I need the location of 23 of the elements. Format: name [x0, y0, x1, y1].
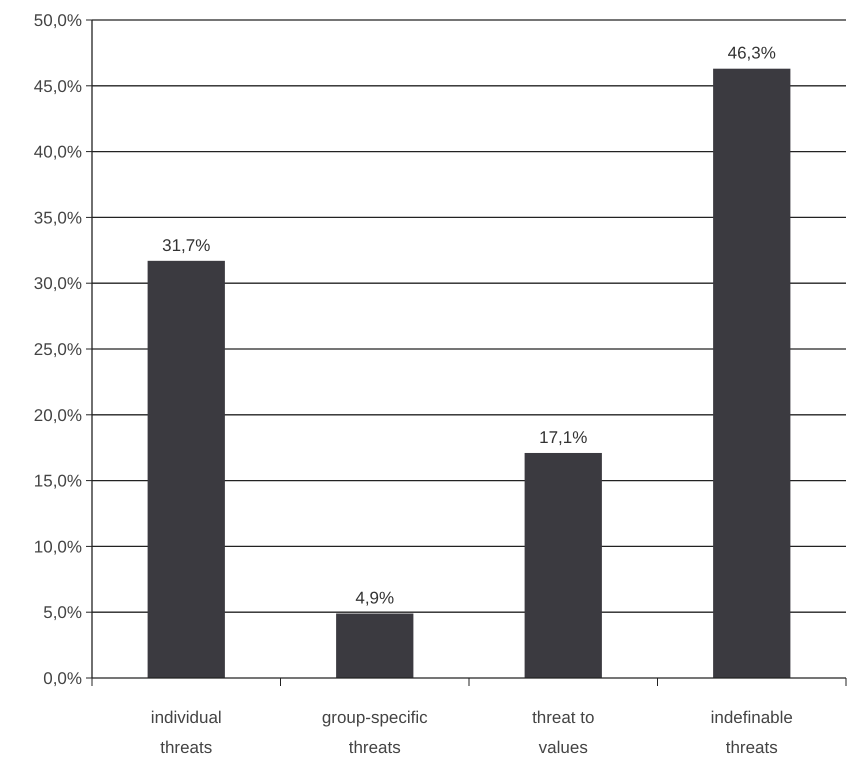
y-tick-label: 25,0% [34, 340, 82, 359]
y-tick-label: 15,0% [34, 472, 82, 491]
bar [148, 260, 225, 678]
data-label: 4,9% [355, 588, 394, 608]
bar [713, 68, 790, 678]
y-tick-label: 45,0% [34, 76, 82, 96]
data-label: 31,7% [162, 236, 210, 255]
x-tick-label: group-specific threats [322, 708, 428, 757]
y-tick-label: 35,0% [34, 208, 82, 228]
y-tick-label: 10,0% [34, 537, 82, 556]
data-label: 46,3% [728, 44, 776, 63]
x-tick-label: threat to values [532, 708, 594, 757]
x-tick-label: indefinable threats [710, 708, 793, 757]
bar [524, 452, 602, 678]
y-tick-label: 5,0% [43, 603, 82, 622]
y-tick-label: 50,0% [34, 10, 82, 30]
y-tick-label: 40,0% [34, 142, 82, 162]
y-tick-label: 30,0% [34, 274, 82, 294]
y-tick-label: 20,0% [34, 406, 82, 425]
y-tick-label: 0,0% [43, 668, 82, 688]
bar [336, 614, 414, 678]
x-tick-label: individual threats [150, 708, 222, 757]
data-label: 17,1% [539, 428, 588, 447]
